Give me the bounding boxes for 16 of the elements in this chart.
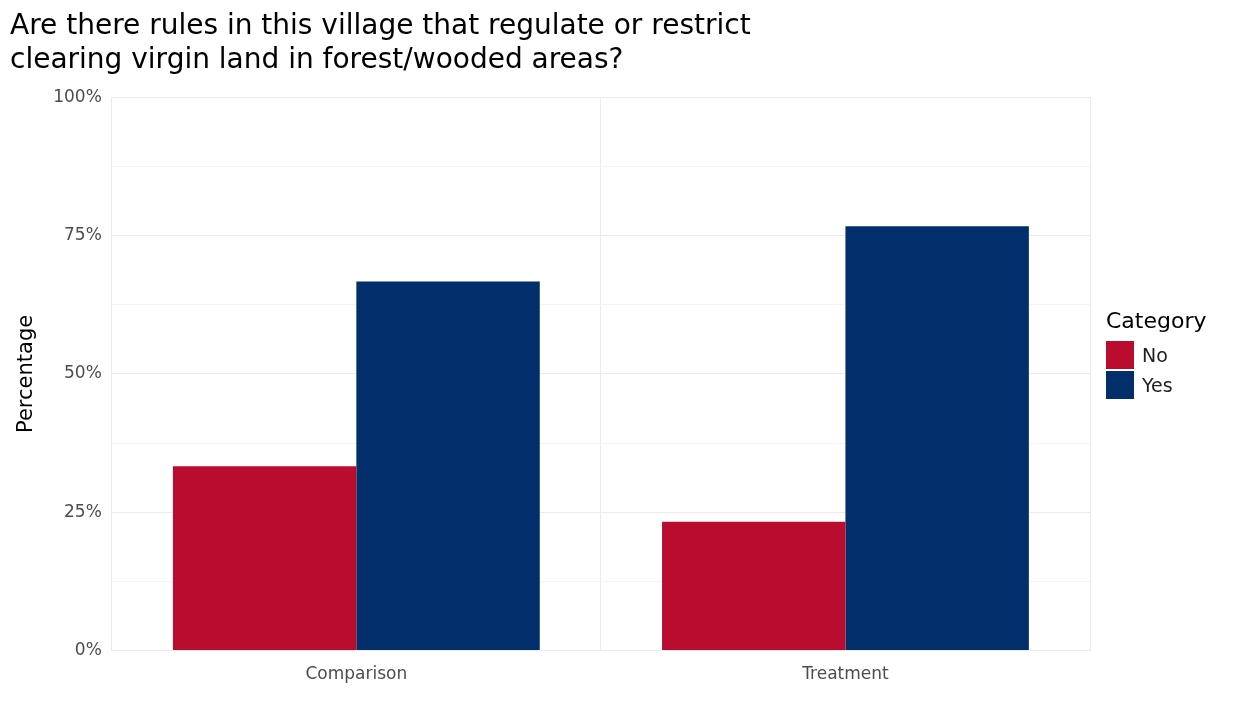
x-tick-label: Treatment	[801, 663, 890, 684]
y-tick-label: 75%	[64, 223, 102, 244]
bar	[356, 281, 540, 651]
bar	[172, 466, 357, 651]
y-tick-label: 50%	[64, 362, 102, 383]
legend-label: Yes	[1142, 374, 1173, 396]
legend-label: No	[1142, 344, 1168, 366]
legend-title: Category	[1106, 308, 1207, 333]
y-tick-label: 0%	[74, 639, 102, 660]
x-tick-label: Comparison	[305, 663, 408, 684]
y-tick-label: 25%	[64, 500, 102, 521]
y-axis-title: Percentage	[13, 314, 38, 433]
bar	[845, 226, 1029, 651]
chart-title: Are there rules in this village that regulate or restrict clearing virgin land in forest/wooded areas?	[10, 8, 751, 75]
y-tick-label: 100%	[53, 85, 102, 106]
bar	[662, 521, 846, 651]
